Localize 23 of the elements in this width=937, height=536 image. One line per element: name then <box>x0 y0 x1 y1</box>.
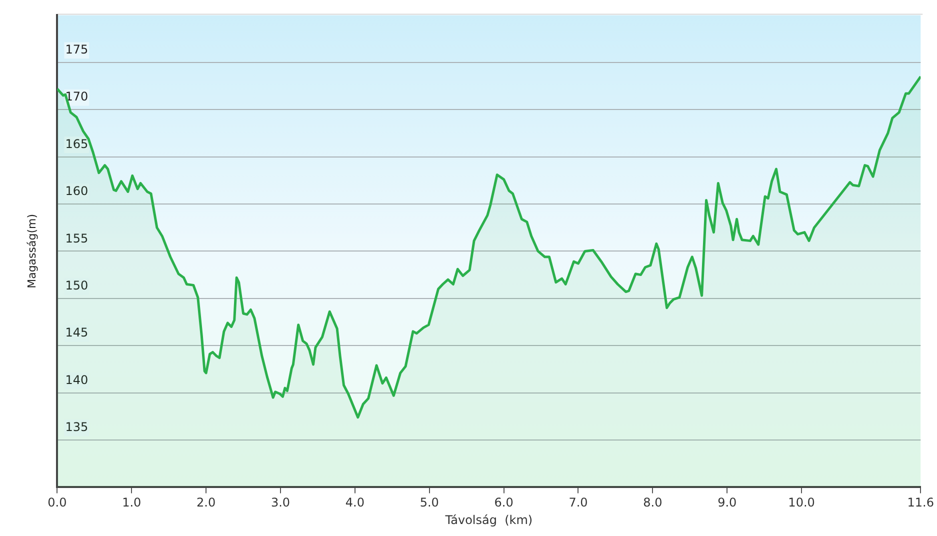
y-tick-label: 160 <box>65 184 88 198</box>
x-tick-label: 3.0 <box>270 496 290 510</box>
x-tick-label: 11.6 <box>907 496 934 510</box>
y-tick-label: 170 <box>65 90 88 104</box>
x-tick-label: 10.0 <box>788 496 815 510</box>
x-tick-label: 5.0 <box>420 496 439 510</box>
x-tick-label: 1.0 <box>122 496 142 510</box>
x-tick-label: 4.0 <box>345 496 364 510</box>
y-tick-label: 135 <box>65 420 88 434</box>
x-axis-title: Távolság (km) <box>444 512 533 527</box>
y-axis-title: Magasság(m) <box>25 214 38 288</box>
y-tick-label: 175 <box>65 42 88 57</box>
x-tick-label: 9.0 <box>718 496 737 510</box>
x-tick-label: 8.0 <box>643 496 662 510</box>
y-tick-label: 155 <box>65 231 88 246</box>
y-tick-label: 165 <box>65 136 88 151</box>
y-tick-label: 150 <box>65 278 88 293</box>
y-tick-label: 145 <box>65 326 88 340</box>
x-tick-label: 0.0 <box>48 496 67 510</box>
x-tick-label: 6.0 <box>494 496 514 510</box>
x-tick-label: 7.0 <box>568 496 588 510</box>
x-tick-label: 2.0 <box>196 496 216 510</box>
y-tick-label: 140 <box>65 372 88 387</box>
